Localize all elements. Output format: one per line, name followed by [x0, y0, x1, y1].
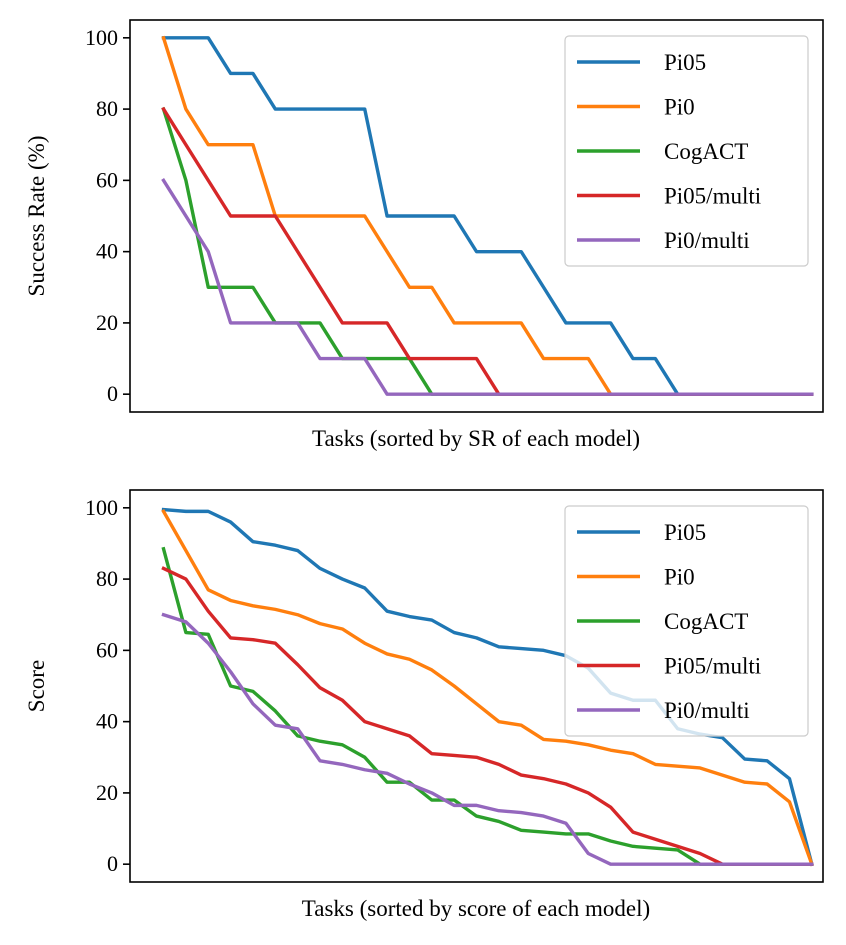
legend-label: Pi0/multi	[664, 228, 750, 253]
y-tick-label: 40	[96, 239, 118, 264]
score-chart: 0 20 40 60 80 100 Tasks (sorted by score of e…	[24, 489, 824, 921]
x-axis-label: Tasks (sorted by SR of each model)	[312, 426, 640, 451]
y-tick-label: 100	[85, 25, 118, 50]
legend-label: CogACT	[664, 139, 748, 164]
y-tick-label: 40	[96, 709, 118, 734]
y-tick-label: 20	[96, 780, 118, 805]
series-line-pi0-multi	[161, 178, 814, 396]
legend-label: Pi0	[664, 565, 695, 590]
legend-label: CogACT	[664, 609, 748, 634]
y-tick-label: 20	[96, 310, 118, 335]
y-tick-label: 80	[96, 96, 118, 121]
legend-label: Pi05	[664, 520, 706, 545]
y-tick-label: 0	[107, 851, 118, 876]
y-tick-label: 60	[96, 167, 118, 192]
legend-label: Pi0/multi	[664, 698, 750, 723]
y-tick-label: 80	[96, 566, 118, 591]
legend-label: Pi05	[664, 50, 706, 75]
plot-frame	[129, 489, 824, 883]
y-axis-label: Score	[24, 660, 49, 712]
legend: Pi05 Pi0 CogACT Pi05/multi Pi0/multi	[564, 505, 809, 737]
y-tick-label: 100	[85, 495, 118, 520]
legend-label: Pi05/multi	[664, 654, 761, 679]
series-line-pi0-multi	[161, 612, 814, 866]
x-axis-label: Tasks (sorted by score of each model)	[302, 896, 650, 921]
y-axis-label: Success Rate (%)	[24, 136, 49, 297]
series-line-pi05-multi	[161, 566, 814, 866]
series-line-pi0	[161, 509, 814, 867]
legend-label: Pi05/multi	[664, 184, 761, 209]
legend: Pi05 Pi0 CogACT Pi05/multi Pi0/multi	[564, 35, 809, 267]
legend-box	[564, 35, 809, 267]
plot-frame	[129, 19, 824, 413]
legend-label: Pi0	[664, 95, 695, 120]
y-tick-label: 60	[96, 637, 118, 662]
success-rate-chart: 0 20 40 60 80 100 Tasks (sorted by SR of each…	[24, 19, 824, 451]
legend-box	[564, 505, 809, 737]
y-tick-label: 0	[107, 381, 118, 406]
